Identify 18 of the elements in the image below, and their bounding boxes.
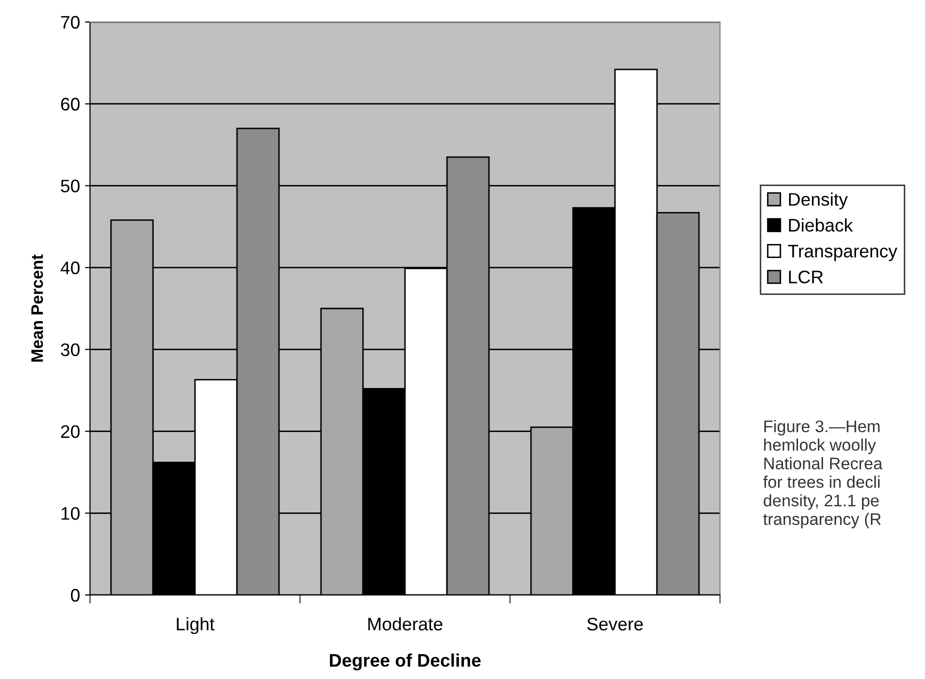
y-tick-label: 40 (60, 262, 80, 274)
legend-label: Density (789, 192, 848, 210)
x-tick-label: Severe (587, 618, 643, 630)
y-tick-label: 0 (70, 588, 80, 602)
x-axis-title: Degree of Decline (330, 654, 481, 670)
y-tick-label: 30 (60, 343, 80, 356)
y-axis-title: Mean Percent (31, 254, 44, 362)
caption: Figure 3.—Hem hemlock woolly National Recrea for trees in decli density, 21.1 pe transparency (R (763, 420, 883, 528)
legend-label: Transparency (788, 244, 898, 262)
y-tick-label: 60 (61, 98, 80, 111)
legend-label: LCR (789, 270, 823, 284)
y-tick-label: 70 (61, 16, 80, 29)
y-tick-label: 50 (60, 180, 80, 192)
legend-label: Dieback (789, 218, 853, 232)
x-tick-label: Moderate (368, 617, 442, 630)
x-tick-label: Light (176, 617, 214, 634)
y-tick-label: 20 (61, 425, 80, 438)
y-tick-label: 10 (62, 507, 80, 520)
